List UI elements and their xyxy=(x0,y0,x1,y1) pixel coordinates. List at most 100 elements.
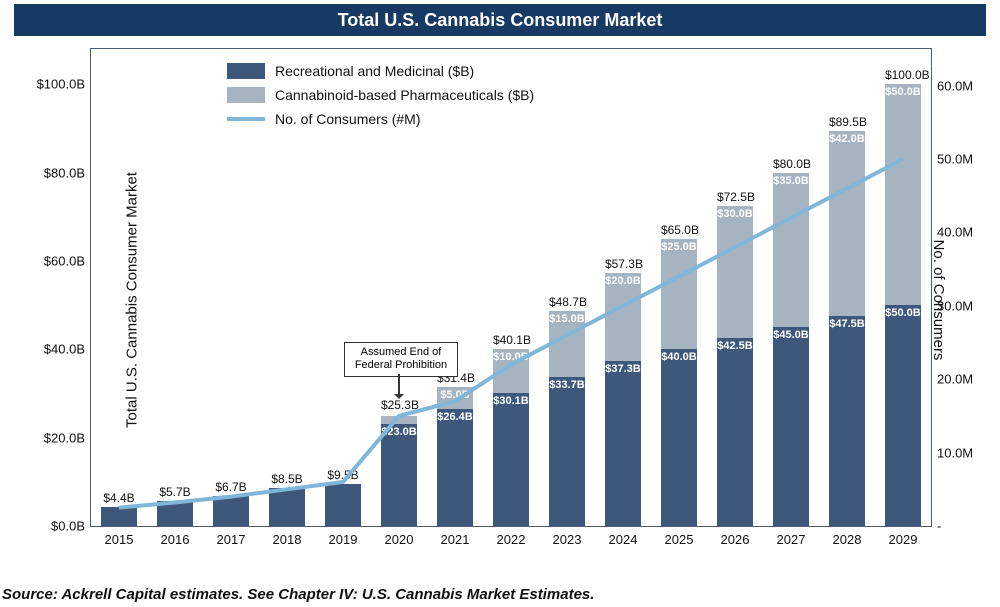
bar-total-label: $5.7B xyxy=(157,485,193,501)
legend-item: Cannabinoid-based Pharmaceuticals ($B) xyxy=(221,83,540,107)
bar-total-label: $9.5B xyxy=(325,468,361,484)
stacked-bar: $89.5B$47.5B$42.0B xyxy=(829,131,865,526)
bar-segment-label: $5.0B xyxy=(437,389,473,401)
stacked-bar: $80.0B$45.0B$35.0B xyxy=(773,173,809,526)
legend-item: No. of Consumers (#M) xyxy=(221,107,540,131)
bar-segment-label: $47.5B xyxy=(829,318,865,330)
legend-label: Recreational and Medicinal ($B) xyxy=(275,63,474,79)
stacked-bar: $65.0B$40.0B$25.0B xyxy=(661,239,697,526)
stacked-bar: $57.3B$37.3B$20.0B xyxy=(605,273,641,526)
chart-title: Total U.S. Cannabis Consumer Market xyxy=(14,4,986,36)
x-tick: 2028 xyxy=(833,526,862,547)
legend-swatch xyxy=(227,63,265,79)
bar-segment-pharma: $20.0B xyxy=(605,273,641,361)
bar-segment-recreational: $30.1B xyxy=(493,393,529,526)
x-tick: 2024 xyxy=(609,526,638,547)
bar-total-label: $8.5B xyxy=(269,472,305,488)
stacked-bar: $8.5B xyxy=(269,488,305,526)
y-tick-left: $40.0B xyxy=(44,342,91,357)
legend-label: Cannabinoid-based Pharmaceuticals ($B) xyxy=(275,87,534,103)
legend-swatch xyxy=(227,87,265,103)
bar-segment-recreational xyxy=(213,496,249,526)
bar-total-label: $48.7B xyxy=(549,295,585,311)
bar-segment-recreational: $37.3B xyxy=(605,361,641,526)
bar-segment-recreational: $50.0B xyxy=(885,305,921,526)
x-tick: 2020 xyxy=(385,526,414,547)
bar-total-label: $40.1B xyxy=(493,333,529,349)
y-tick-right: 60.0M xyxy=(931,78,973,93)
bar-total-label: $65.0B xyxy=(661,223,697,239)
bar-segment-pharma: $10.0B xyxy=(493,349,529,393)
x-tick: 2015 xyxy=(105,526,134,547)
stacked-bar: $100.0B$50.0B$50.0B xyxy=(885,84,921,526)
x-tick: 2026 xyxy=(721,526,750,547)
bar-segment-label: $37.3B xyxy=(605,363,641,375)
x-tick: 2021 xyxy=(441,526,470,547)
x-tick: 2019 xyxy=(329,526,358,547)
y-tick-right: 10.0M xyxy=(931,445,973,460)
bar-segment-recreational: $23.0B xyxy=(381,424,417,526)
bar-segment-pharma: $15.0B xyxy=(549,311,585,377)
bar-segment-pharma: $50.0B xyxy=(885,84,921,305)
bar-segment-label: $30.1B xyxy=(493,395,529,407)
stacked-bar: $72.5B$42.5B$30.0B xyxy=(717,206,753,526)
stacked-bar: $25.3B$23.0B xyxy=(381,414,417,526)
bar-segment-label: $42.5B xyxy=(717,340,753,352)
bar-segment-recreational: $33.7B xyxy=(549,377,585,526)
stacked-bar: $4.4B xyxy=(101,507,137,526)
bar-total-label: $80.0B xyxy=(773,157,809,173)
x-tick: 2023 xyxy=(553,526,582,547)
bar-segment-pharma: $35.0B xyxy=(773,173,809,328)
stacked-bar: $6.7B xyxy=(213,496,249,526)
bar-segment-label: $50.0B xyxy=(885,86,921,98)
bar-segment-recreational: $26.4B xyxy=(437,409,473,526)
bar-total-label: $100.0B xyxy=(885,68,921,84)
bar-segment-pharma: $5.0B xyxy=(437,387,473,409)
legend-item: Recreational and Medicinal ($B) xyxy=(221,59,540,83)
bar-segment-label: $40.0B xyxy=(661,351,697,363)
stacked-bar: $40.1B$30.1B$10.0B xyxy=(493,349,529,526)
source-attribution: Source: Ackrell Capital estimates. See C… xyxy=(2,586,594,603)
annotation-box: Assumed End ofFederal Prohibition xyxy=(344,342,458,376)
x-tick: 2017 xyxy=(217,526,246,547)
bar-total-label: $89.5B xyxy=(829,115,865,131)
bar-segment-pharma: $30.0B xyxy=(717,206,753,339)
bar-segment-pharma: $25.0B xyxy=(661,239,697,349)
bar-segment-label: $25.0B xyxy=(661,241,697,253)
bar-segment-recreational xyxy=(325,484,361,526)
bar-segment-label: $23.0B xyxy=(381,426,417,438)
bar-segment-recreational xyxy=(269,488,305,526)
bar-segment-label: $20.0B xyxy=(605,275,641,287)
x-tick: 2022 xyxy=(497,526,526,547)
y-tick-right: - xyxy=(931,519,941,534)
bar-segment-label: $42.0B xyxy=(829,133,865,145)
y-tick-right: 20.0M xyxy=(931,372,973,387)
y-tick-right: 50.0M xyxy=(931,152,973,167)
y-tick-left: $100.0B xyxy=(37,77,91,92)
bar-segment-pharma: $42.0B xyxy=(829,131,865,317)
bar-total-label: $4.4B xyxy=(101,491,137,507)
stacked-bar: $48.7B$33.7B$15.0B xyxy=(549,311,585,526)
bar-segment-recreational: $47.5B xyxy=(829,316,865,526)
y-tick-left: $0.0B xyxy=(51,519,91,534)
legend-swatch xyxy=(227,117,265,121)
y-axis-right-title: No. of Consumers xyxy=(930,240,947,361)
legend: Recreational and Medicinal ($B) Cannabino… xyxy=(221,55,540,135)
y-tick-left: $20.0B xyxy=(44,430,91,445)
bar-segment-label: $26.4B xyxy=(437,411,473,423)
bar-segment-recreational: $40.0B xyxy=(661,349,697,526)
y-tick-left: $80.0B xyxy=(44,165,91,180)
bar-segment-recreational xyxy=(157,501,193,526)
stacked-bar: $31.4B$26.4B$5.0B xyxy=(437,387,473,526)
bar-segment-label: $35.0B xyxy=(773,175,809,187)
y-axis-left-title: Total U.S. Cannabis Consumer Market xyxy=(123,172,140,428)
y-tick-left: $60.0B xyxy=(44,254,91,269)
stacked-bar: $5.7B xyxy=(157,501,193,526)
bar-segment-label: $10.0B xyxy=(493,351,529,363)
bar-segment-recreational: $45.0B xyxy=(773,327,809,526)
chart-frame: Total U.S. Cannabis Consumer Market $0.0… xyxy=(0,0,1000,607)
bar-segment-label: $33.7B xyxy=(549,379,585,391)
legend-label: No. of Consumers (#M) xyxy=(275,111,420,127)
bar-total-label: $72.5B xyxy=(717,190,753,206)
bar-segment-recreational: $42.5B xyxy=(717,338,753,526)
